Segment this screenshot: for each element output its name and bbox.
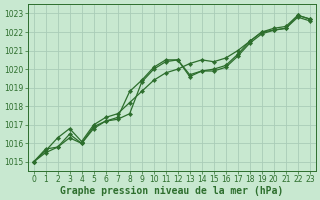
X-axis label: Graphe pression niveau de la mer (hPa): Graphe pression niveau de la mer (hPa) — [60, 186, 283, 196]
